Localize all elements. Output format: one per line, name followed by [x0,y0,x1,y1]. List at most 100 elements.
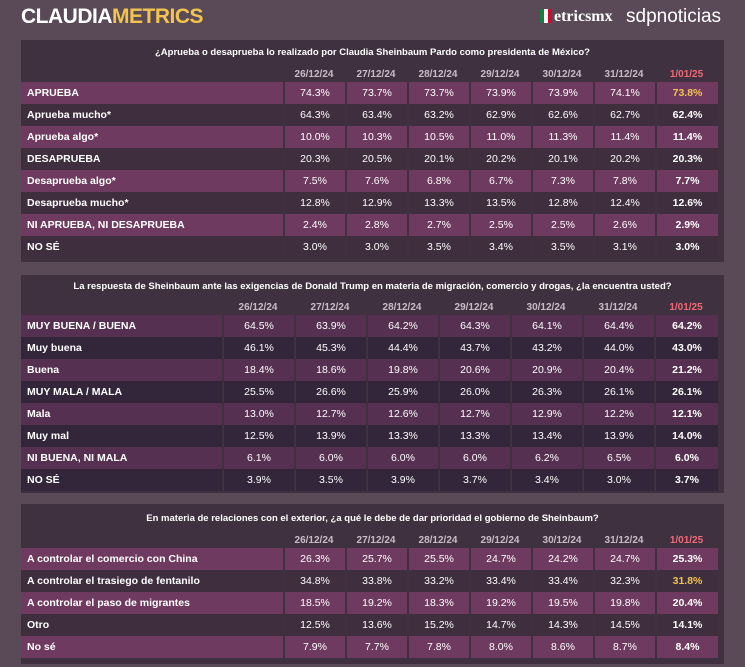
latest-value-cell: 6.0% [654,447,718,469]
latest-value-cell: 8.4% [655,636,718,658]
date-header: 27/12/24 [310,301,350,313]
latest-value-cell: 64.2% [654,315,718,337]
value-cell: 46.1% [222,337,294,359]
row-label: Desaprueba mucho* [21,192,283,214]
value-cell: 10.5% [407,126,469,148]
value-cell: 13.3% [407,192,469,214]
value-cell: 20.5% [345,148,407,170]
value-cell: 64.5% [222,315,294,337]
date-header: 28/12/24 [418,68,458,80]
value-cell: 7.6% [345,170,407,192]
table-row: Desaprueba algo* 7.5% 7.6% 6.8% 6.7% 7.3% 7.8%… [21,170,718,192]
value-cell: 13.6% [345,614,407,636]
row-label: NO SÉ [21,469,222,491]
value-cell: 13.9% [582,425,654,447]
value-cell: 12.8% [531,192,593,214]
sdpnoticias-logo: sdpnoticias [626,6,722,27]
value-cell: 44.0% [582,337,654,359]
value-cell: 7.7% [345,636,407,658]
latest-value-cell: 20.3% [655,148,718,170]
value-cell: 8.0% [469,636,531,658]
value-cell: 2.6% [593,214,655,236]
value-cell: 26.6% [294,381,366,403]
value-cell: 7.3% [531,170,593,192]
value-cell: 7.5% [283,170,345,192]
table-row: Aprueba mucho* 64.3% 63.4% 63.2% 62.9% 62.6% 6… [21,104,718,126]
value-cell: 44.4% [366,337,438,359]
date-header: 26/12/24 [238,301,278,313]
table-row: NO SÉ 3.9% 3.5% 3.9% 3.7% 3.4% 3.0% 3.7% [21,469,718,491]
value-cell: 64.1% [510,315,582,337]
value-cell: 3.9% [222,469,294,491]
row-label: NI BUENA, NI MALA [21,447,222,469]
value-cell: 64.3% [438,315,510,337]
date-header: 28/12/24 [418,534,458,546]
table-row: Mala 13.0% 12.7% 12.6% 12.7% 12.9% 12.2% 12.1% [21,403,718,425]
latest-value-cell: 21.2% [654,359,718,381]
value-cell: 6.7% [469,170,531,192]
table-body: MUY BUENA / BUENA 64.5% 63.9% 64.2% 64.3% 64.… [21,315,718,491]
table-row: MUY BUENA / BUENA 64.5% 63.9% 64.2% 64.3% 64.… [21,315,718,337]
value-cell: 64.2% [366,315,438,337]
table-row: A controlar el comercio con China 26.3% 25… [21,548,718,570]
mexico-flag-icon [540,9,552,23]
value-cell: 18.6% [294,359,366,381]
date-header: 27/12/24 [356,534,396,546]
value-cell: 7.8% [407,636,469,658]
claudiametrics-logo: CLAUDIAMETRICS [21,5,204,28]
latest-value-cell: 2.9% [655,214,718,236]
value-cell: 63.4% [345,104,407,126]
value-cell: 14.3% [531,614,593,636]
value-cell: 3.1% [593,236,655,258]
value-cell: 3.4% [510,469,582,491]
value-cell: 13.0% [222,403,294,425]
value-cell: 73.7% [407,82,469,104]
value-cell: 6.8% [407,170,469,192]
value-cell: 25.5% [222,381,294,403]
value-cell: 19.8% [593,592,655,614]
row-label: Buena [21,359,222,381]
value-cell: 18.4% [222,359,294,381]
foreign-priority-question: En materia de relaciones con el exterior… [146,513,599,524]
value-cell: 18.5% [283,592,345,614]
latest-value-cell: 20.4% [655,592,718,614]
value-cell: 12.6% [366,403,438,425]
row-label: Aprueba mucho* [21,104,283,126]
date-header: 31/12/24 [604,68,644,80]
row-label: Otro [21,614,283,636]
value-cell: 8.7% [593,636,655,658]
latest-value-cell: 14.0% [654,425,718,447]
row-label: A controlar el comercio con China [21,548,283,570]
value-cell: 12.7% [294,403,366,425]
table-row: NO SÉ 3.0% 3.0% 3.5% 3.4% 3.5% 3.1% 3.0% [21,236,718,258]
value-cell: 2.7% [407,214,469,236]
value-cell: 32.3% [593,570,655,592]
table-row: DESAPRUEBA 20.3% 20.5% 20.1% 20.2% 20.1% 20.2%… [21,148,718,170]
table-header: 26/12/24 27/12/24 28/12/24 29/12/24 30/1… [21,532,718,548]
table-row: NI APRUEBA, NI DESAPRUEBA 2.4% 2.8% 2.7% 2.5… [21,214,718,236]
table-row: No sé 7.9% 7.7% 7.8% 8.0% 8.6% 8.7% 8.4% [21,636,718,658]
trump-response-table: 26/12/24 27/12/24 28/12/24 29/12/24 30/1… [21,299,718,491]
date-header: 27/12/24 [356,68,396,80]
value-cell: 19.2% [345,592,407,614]
date-header: 31/12/24 [604,534,644,546]
row-label: NI APRUEBA, NI DESAPRUEBA [21,214,283,236]
latest-value-cell: 14.1% [655,614,718,636]
value-cell: 13.3% [438,425,510,447]
table-row: APRUEBA 74.3% 73.7% 73.7% 73.9% 73.9% 74.1% 73.… [21,82,718,104]
value-cell: 12.9% [510,403,582,425]
value-cell: 62.6% [531,104,593,126]
value-cell: 2.4% [283,214,345,236]
latest-value-cell: 7.7% [655,170,718,192]
value-cell: 6.1% [222,447,294,469]
value-cell: 20.4% [582,359,654,381]
value-cell: 64.3% [283,104,345,126]
value-cell: 3.0% [283,236,345,258]
date-header: 29/12/24 [454,301,494,313]
value-cell: 2.8% [345,214,407,236]
value-cell: 20.9% [510,359,582,381]
value-cell: 20.1% [407,148,469,170]
value-cell: 12.5% [222,425,294,447]
value-cell: 6.5% [582,447,654,469]
value-cell: 2.5% [469,214,531,236]
